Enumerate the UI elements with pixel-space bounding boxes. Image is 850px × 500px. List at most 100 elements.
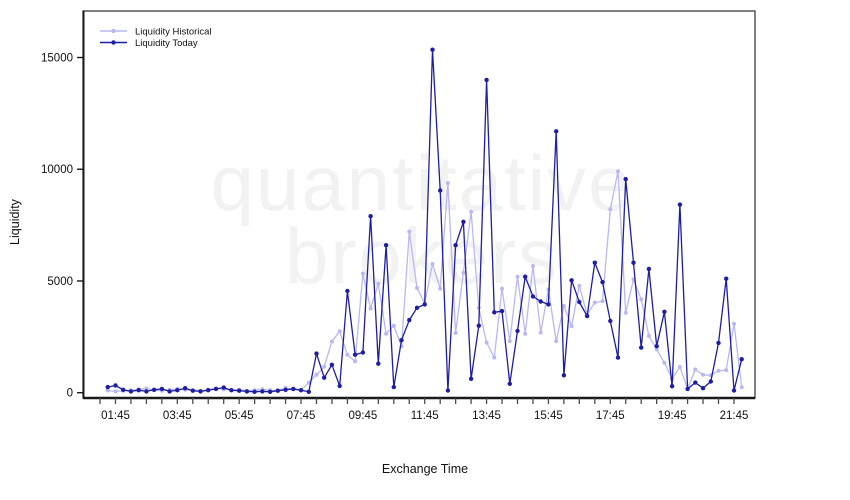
data-point-liquidity-historical bbox=[415, 285, 419, 290]
data-point-liquidity-today bbox=[569, 278, 574, 283]
data-point-liquidity-today bbox=[422, 302, 427, 307]
data-point-liquidity-today bbox=[352, 352, 358, 357]
data-point-liquidity-historical bbox=[484, 340, 489, 345]
data-point-liquidity-historical bbox=[391, 323, 396, 328]
data-point-liquidity-today bbox=[167, 389, 172, 394]
data-point-liquidity-today bbox=[337, 383, 342, 389]
data-point-liquidity-today bbox=[430, 47, 435, 52]
x-tick-label: 13:45 bbox=[472, 410, 501, 422]
data-point-liquidity-today bbox=[608, 318, 613, 324]
x-tick-label: 15:45 bbox=[534, 410, 563, 422]
legend-marker-dot bbox=[111, 28, 116, 34]
data-point-liquidity-historical bbox=[500, 286, 504, 291]
data-point-liquidity-today bbox=[368, 214, 373, 219]
data-point-liquidity-today bbox=[646, 266, 652, 272]
data-point-liquidity-historical bbox=[662, 360, 667, 365]
x-tick-label: 07:45 bbox=[287, 410, 316, 422]
y-tick-label: 5000 bbox=[47, 276, 73, 288]
x-tick-label: 03:45 bbox=[163, 410, 192, 422]
data-point-liquidity-today bbox=[499, 308, 505, 314]
data-point-liquidity-today bbox=[623, 176, 628, 182]
data-point-liquidity-today bbox=[121, 387, 126, 392]
data-point-liquidity-historical bbox=[608, 207, 613, 212]
data-point-liquidity-today bbox=[105, 384, 110, 390]
x-tick-label: 09:45 bbox=[348, 410, 377, 422]
data-point-liquidity-today bbox=[306, 389, 311, 394]
data-point-liquidity-historical bbox=[561, 304, 566, 308]
data-point-liquidity-today bbox=[700, 386, 706, 391]
data-point-liquidity-historical bbox=[376, 281, 381, 286]
data-point-liquidity-today bbox=[453, 243, 458, 248]
data-point-liquidity-historical bbox=[523, 331, 528, 336]
x-tick-label: 17:45 bbox=[596, 410, 625, 422]
data-point-liquidity-today bbox=[244, 389, 250, 394]
data-point-liquidity-today bbox=[677, 202, 683, 207]
data-point-liquidity-historical bbox=[716, 368, 721, 373]
data-point-liquidity-today bbox=[414, 305, 420, 310]
data-point-liquidity-historical bbox=[492, 355, 497, 360]
data-point-liquidity-today bbox=[561, 373, 567, 378]
data-point-liquidity-historical bbox=[538, 330, 543, 335]
x-tick-label: 05:45 bbox=[225, 410, 254, 422]
data-point-liquidity-today bbox=[476, 323, 481, 328]
data-point-liquidity-historical bbox=[384, 331, 389, 336]
data-point-liquidity-today bbox=[391, 384, 396, 390]
data-point-liquidity-historical bbox=[677, 365, 682, 369]
data-point-liquidity-today bbox=[639, 345, 644, 350]
data-point-liquidity-today bbox=[175, 388, 180, 393]
y-tick-label: 0 bbox=[67, 388, 73, 400]
data-point-liquidity-today bbox=[461, 219, 466, 224]
legend-item-liquidity-historical: Liquidity Historical bbox=[100, 27, 212, 38]
data-point-liquidity-today bbox=[507, 381, 512, 386]
data-point-liquidity-historical bbox=[469, 209, 474, 214]
data-point-liquidity-historical bbox=[639, 297, 644, 302]
x-axis-title: Exchange Time bbox=[382, 462, 468, 476]
y-tick-label: 15000 bbox=[41, 53, 73, 65]
data-point-liquidity-today bbox=[252, 389, 257, 394]
data-point-liquidity-today bbox=[615, 355, 621, 360]
data-point-liquidity-today bbox=[260, 389, 265, 394]
data-point-liquidity-today bbox=[554, 129, 559, 134]
data-point-liquidity-today bbox=[669, 384, 675, 389]
series-layer bbox=[105, 47, 744, 394]
data-point-liquidity-today bbox=[237, 388, 242, 393]
data-point-liquidity-historical bbox=[438, 286, 443, 291]
data-point-liquidity-today bbox=[739, 357, 744, 362]
data-point-liquidity-historical bbox=[430, 262, 435, 266]
data-point-liquidity-historical bbox=[445, 181, 450, 186]
x-tick-label: 01:45 bbox=[101, 410, 130, 422]
data-point-liquidity-today bbox=[198, 389, 203, 394]
legend-label: Liquidity Today bbox=[135, 38, 198, 49]
watermark-line2: brokers bbox=[285, 212, 559, 300]
data-point-liquidity-historical bbox=[515, 274, 520, 279]
data-point-liquidity-today bbox=[275, 388, 280, 393]
data-point-liquidity-today bbox=[631, 260, 636, 265]
data-point-liquidity-today bbox=[136, 388, 141, 393]
data-point-liquidity-today bbox=[291, 386, 296, 392]
data-point-liquidity-today bbox=[716, 340, 721, 346]
y-axis-title: Liquidity bbox=[8, 198, 22, 245]
data-point-liquidity-today bbox=[600, 279, 605, 285]
y-tick-label: 10000 bbox=[41, 164, 73, 176]
data-point-liquidity-historical bbox=[623, 310, 628, 315]
data-point-liquidity-today bbox=[376, 361, 381, 366]
data-point-liquidity-today bbox=[538, 299, 543, 304]
data-point-liquidity-today bbox=[159, 386, 165, 392]
data-point-liquidity-today bbox=[229, 388, 234, 393]
data-point-liquidity-historical bbox=[113, 389, 118, 394]
data-point-liquidity-historical bbox=[701, 372, 705, 377]
data-point-liquidity-today bbox=[438, 188, 443, 193]
data-point-liquidity-today bbox=[484, 77, 489, 83]
data-point-liquidity-today bbox=[283, 387, 288, 392]
data-point-liquidity-historical bbox=[554, 339, 559, 344]
data-point-liquidity-today bbox=[577, 299, 582, 305]
data-point-liquidity-today bbox=[383, 243, 389, 248]
data-point-liquidity-today bbox=[530, 294, 536, 299]
data-point-liquidity-today bbox=[685, 386, 690, 392]
legend-item-liquidity-today: Liquidity Today bbox=[100, 38, 198, 49]
data-point-liquidity-today bbox=[492, 310, 497, 315]
data-point-liquidity-today bbox=[407, 317, 412, 323]
